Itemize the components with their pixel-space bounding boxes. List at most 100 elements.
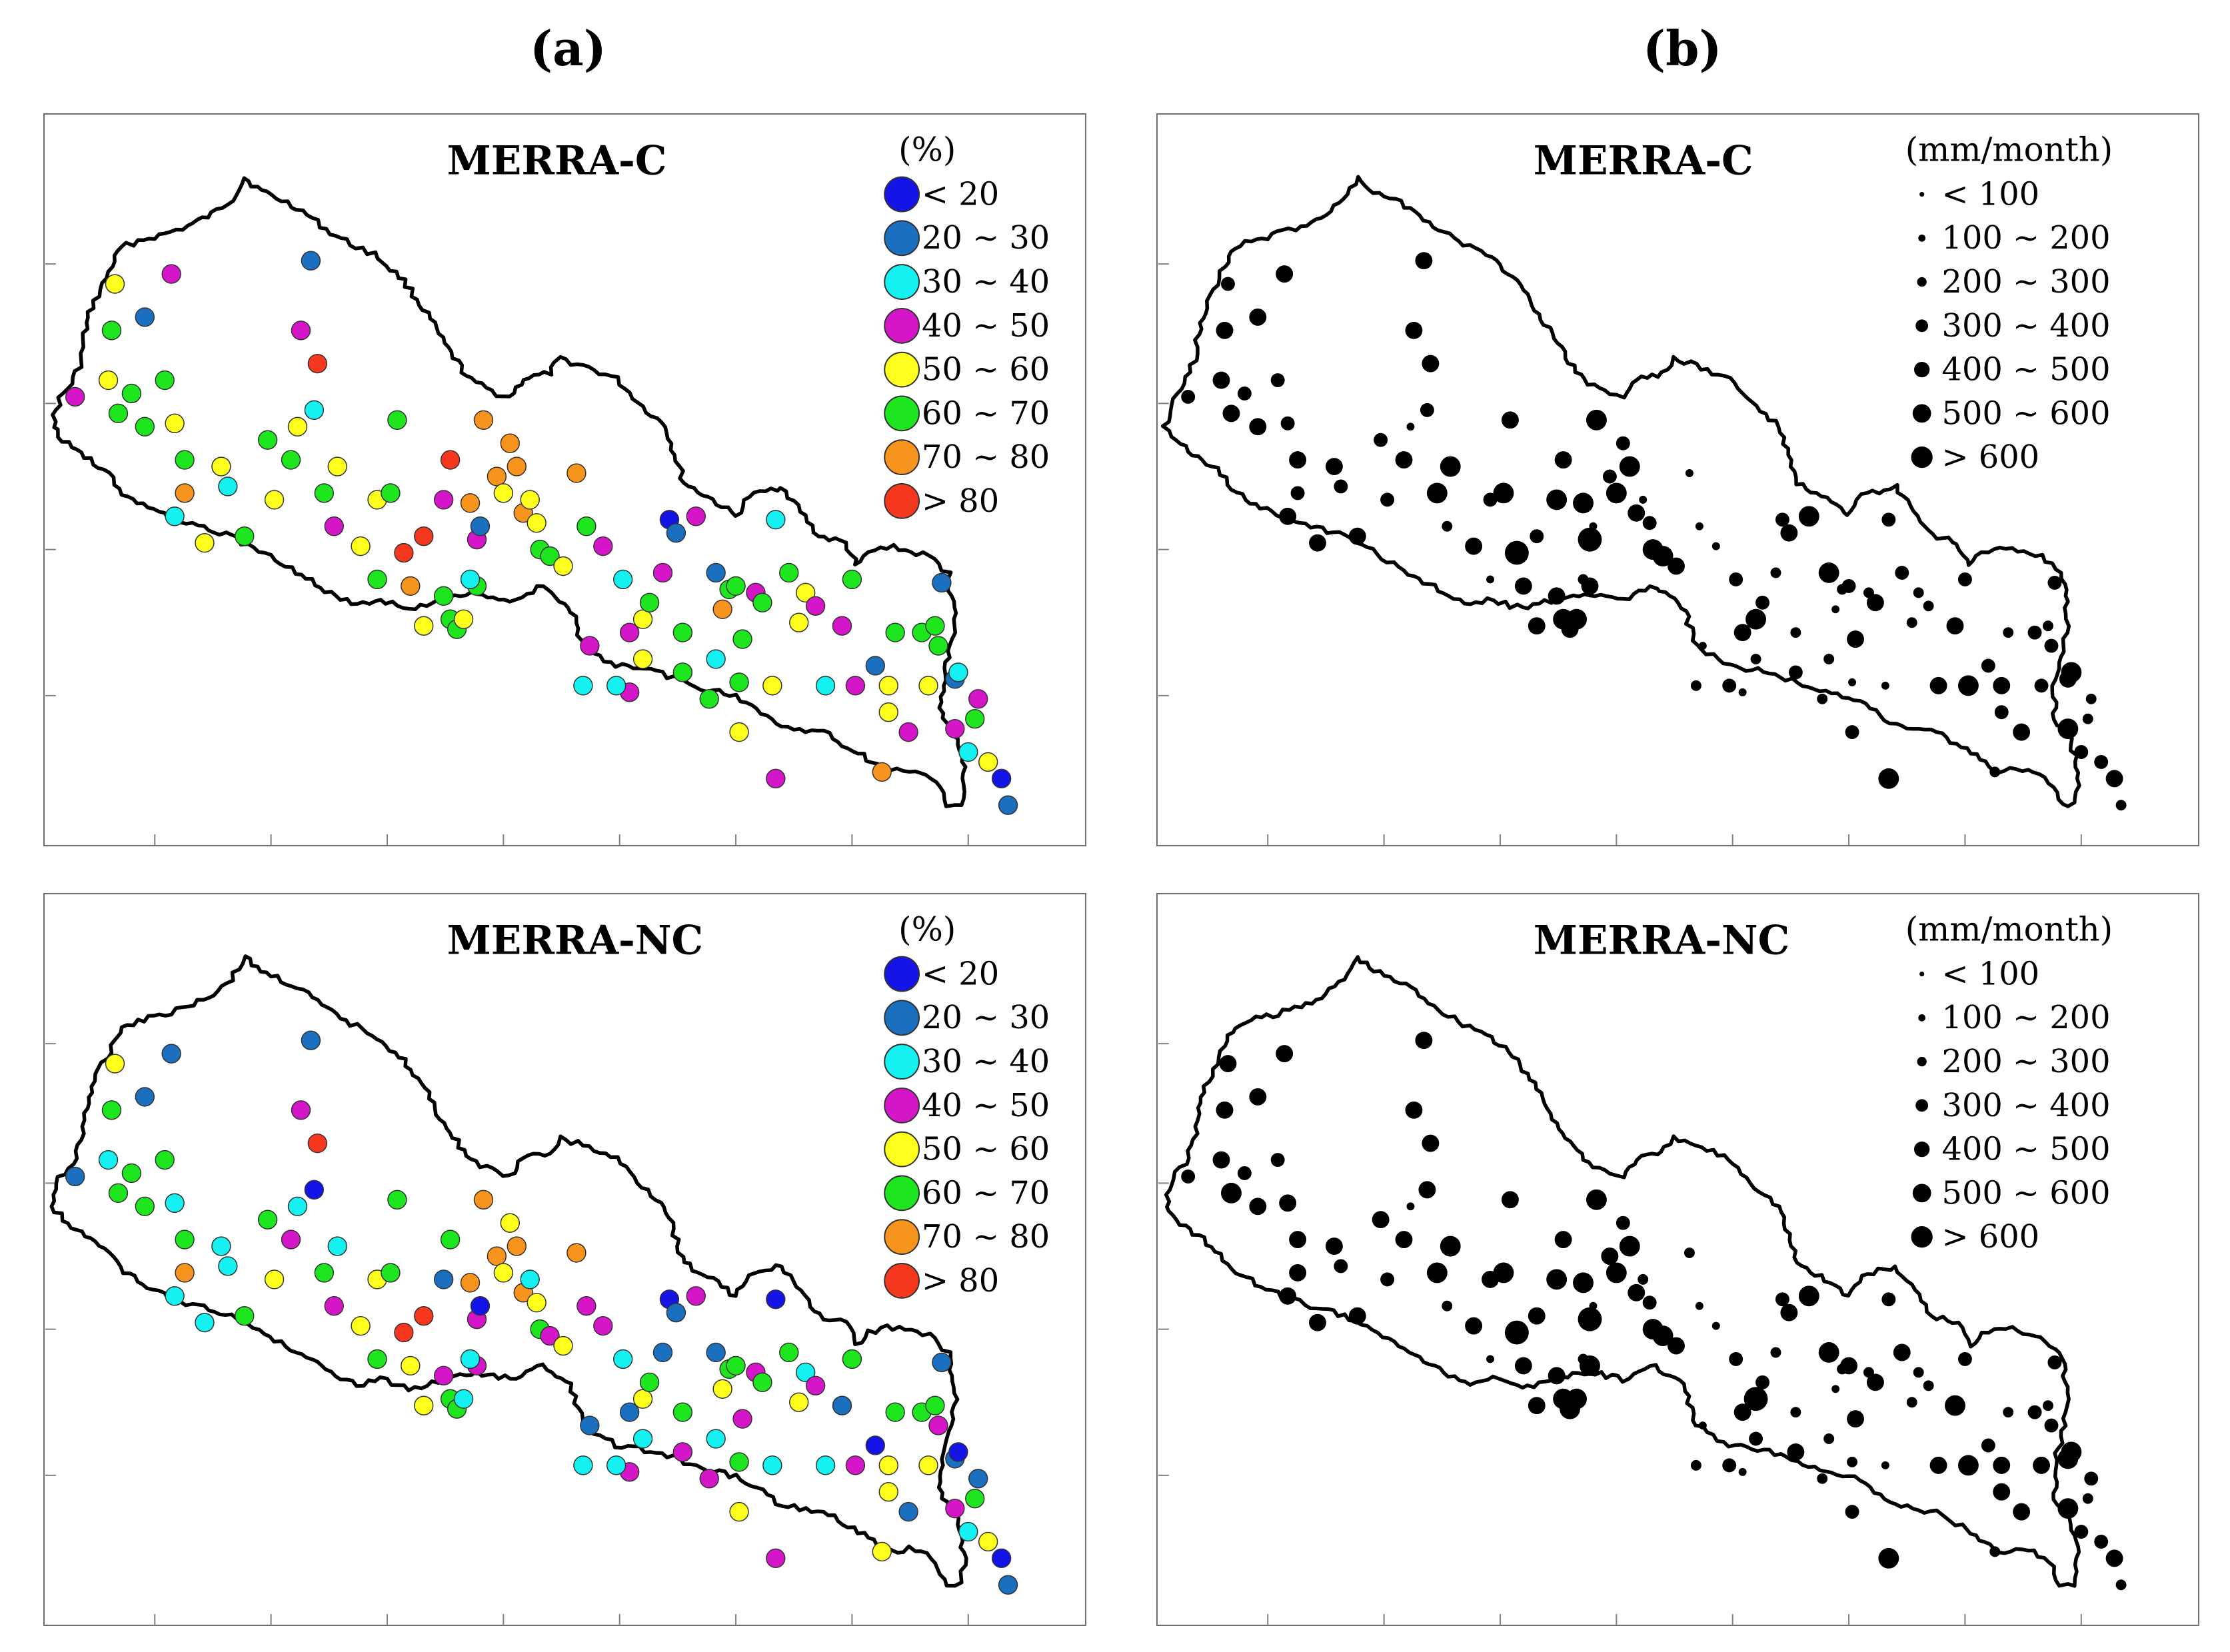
station-marker bbox=[991, 1548, 1012, 1569]
legend-swatch bbox=[884, 395, 920, 432]
station-marker bbox=[1652, 546, 1673, 567]
legend-label: 70 ~ 80 bbox=[922, 439, 1050, 476]
station-marker bbox=[2047, 575, 2062, 590]
station-marker bbox=[1442, 520, 1453, 532]
station-marker bbox=[367, 569, 387, 590]
station-marker bbox=[1989, 1546, 2001, 1557]
station-marker bbox=[324, 1296, 344, 1316]
station-marker bbox=[1750, 654, 1761, 664]
legend-swatch bbox=[1911, 1226, 1933, 1248]
station-marker bbox=[1981, 658, 1995, 673]
station-marker bbox=[666, 1303, 686, 1323]
station-marker bbox=[1270, 1153, 1285, 1168]
station-marker bbox=[1249, 1198, 1267, 1216]
station-marker bbox=[576, 1296, 596, 1316]
station-marker bbox=[1698, 1421, 1707, 1430]
station-marker bbox=[1711, 1321, 1720, 1330]
station-marker bbox=[1442, 1300, 1453, 1311]
station-marker bbox=[287, 1196, 308, 1216]
legend-swatch bbox=[1914, 361, 1930, 378]
station-marker bbox=[672, 1442, 693, 1462]
station-marker bbox=[632, 609, 653, 629]
station-marker bbox=[795, 582, 816, 603]
station-marker bbox=[932, 572, 952, 593]
panel-title: MERRA-NC bbox=[447, 918, 703, 964]
station-marker bbox=[878, 1455, 898, 1475]
station-marker bbox=[726, 576, 746, 596]
station-marker bbox=[1216, 1101, 1234, 1119]
station-marker bbox=[762, 1455, 782, 1475]
station-marker bbox=[1929, 1456, 1947, 1474]
station-marker bbox=[1642, 516, 1657, 530]
station-marker bbox=[878, 676, 898, 696]
legend-swatch bbox=[1911, 446, 1933, 468]
station-marker bbox=[453, 1389, 474, 1409]
station-marker bbox=[2047, 1355, 2062, 1369]
station-marker bbox=[218, 1256, 238, 1276]
station-marker bbox=[1945, 1395, 1965, 1416]
station-marker bbox=[520, 1269, 540, 1289]
legend-swatch bbox=[1919, 971, 1925, 977]
station-marker bbox=[1881, 681, 1889, 690]
station-marker bbox=[1957, 1351, 1972, 1366]
station-marker bbox=[1738, 1467, 1747, 1476]
station-marker bbox=[165, 1193, 185, 1214]
panel-percent-merra-c-map: MERRA-C (%) < 20 20 ~ 30 30 ~ 40 40 ~ 50 50 … bbox=[45, 131, 1050, 845]
station-marker bbox=[301, 251, 321, 271]
station-marker bbox=[1280, 416, 1295, 430]
legend-swatch bbox=[1912, 1184, 1931, 1203]
station-marker bbox=[1638, 1273, 1649, 1285]
station-marker bbox=[287, 416, 308, 436]
station-marker bbox=[1946, 617, 1964, 635]
station-marker bbox=[1866, 1373, 1884, 1391]
station-marker bbox=[706, 1342, 726, 1363]
station-marker bbox=[1743, 1387, 1768, 1411]
station-marker bbox=[1222, 405, 1240, 422]
station-marker bbox=[1279, 1287, 1297, 1305]
station-marker bbox=[928, 1415, 948, 1435]
station-marker bbox=[1334, 479, 1348, 494]
station-marker bbox=[291, 1100, 311, 1120]
station-marker bbox=[1780, 524, 1798, 542]
station-marker bbox=[1619, 1236, 1640, 1257]
station-marker bbox=[898, 1501, 918, 1522]
station-marker bbox=[706, 649, 726, 669]
station-marker bbox=[1380, 492, 1395, 507]
station-marker bbox=[1548, 587, 1566, 605]
station-marker bbox=[98, 1150, 119, 1170]
station-marker bbox=[1841, 578, 1856, 593]
station-marker bbox=[878, 1482, 898, 1502]
station-marker bbox=[2082, 713, 2093, 724]
station-marker bbox=[2061, 1441, 2082, 1463]
axis-ticks bbox=[1158, 1043, 2082, 1625]
station-marker bbox=[1380, 1272, 1395, 1287]
station-marker bbox=[161, 1044, 181, 1064]
station-marker bbox=[460, 493, 481, 513]
station-marker bbox=[387, 1190, 407, 1210]
station-marker bbox=[1895, 566, 1909, 580]
station-marker bbox=[2074, 1525, 2089, 1539]
station-marker bbox=[805, 1375, 826, 1396]
station-marker bbox=[433, 490, 454, 510]
axis-ticks bbox=[45, 263, 969, 845]
station-marker bbox=[1554, 451, 1572, 469]
station-marker bbox=[1738, 688, 1747, 696]
station-marker bbox=[414, 526, 434, 546]
station-marker bbox=[593, 536, 613, 556]
station-marker bbox=[2061, 662, 2082, 683]
station-marker bbox=[65, 1166, 85, 1187]
legend-label: < 100 bbox=[1942, 177, 2040, 213]
station-marker bbox=[1639, 495, 1648, 504]
station-marker bbox=[108, 1183, 129, 1204]
station-marker bbox=[1566, 608, 1587, 630]
station-marker bbox=[1878, 768, 1899, 789]
station-marker bbox=[766, 768, 786, 789]
station-markers bbox=[1181, 252, 2127, 811]
station-marker bbox=[1418, 1181, 1436, 1199]
legend-swatch bbox=[884, 482, 920, 519]
station-marker bbox=[2013, 723, 2031, 741]
station-marker bbox=[580, 1415, 600, 1435]
station-marker bbox=[1374, 432, 1388, 447]
station-marker bbox=[2115, 1579, 2127, 1591]
legend-swatch bbox=[884, 956, 920, 992]
